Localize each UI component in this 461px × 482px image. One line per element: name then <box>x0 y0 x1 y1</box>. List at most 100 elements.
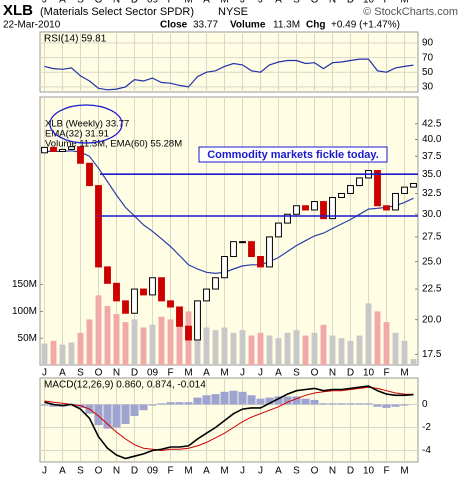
symbol: XLB <box>3 2 33 19</box>
candle <box>167 300 174 308</box>
candle <box>329 196 336 220</box>
histogram-bar <box>373 404 382 407</box>
volume-bar <box>284 332 291 365</box>
chg-value: +0.49 (+1.47%) <box>331 20 400 31</box>
volume-bar <box>203 327 210 365</box>
exchange: NYSE <box>218 6 248 18</box>
x-tick-label: A <box>203 368 210 379</box>
candle <box>104 266 111 284</box>
histogram-bar <box>238 391 247 405</box>
security-name: (Materials Select Sector SPDR) <box>40 6 194 18</box>
x-tick-label: F <box>383 368 389 379</box>
candle <box>392 192 399 211</box>
candle <box>239 241 246 244</box>
volume-bar <box>41 343 48 365</box>
volume-bar <box>122 322 129 365</box>
rsi-panel <box>39 31 419 93</box>
histogram-bar <box>256 398 265 405</box>
x-tick-label: 10 <box>363 368 375 379</box>
histogram-bar <box>382 404 391 408</box>
y-tick-label: 50M <box>18 333 37 344</box>
candle <box>275 222 282 238</box>
histogram-bar <box>121 404 130 425</box>
volume-bar <box>104 306 111 365</box>
x-tick-label: F <box>167 368 173 379</box>
candle <box>77 146 84 164</box>
volume-bar <box>95 295 102 365</box>
y-tick-label: 30 <box>422 82 434 93</box>
volume-bar <box>113 314 120 365</box>
volume-bar <box>86 319 93 365</box>
histogram-bar <box>265 397 274 405</box>
x-tick-label: S <box>77 466 84 477</box>
volume-bar <box>266 335 273 365</box>
histogram-bar <box>184 402 193 405</box>
candle <box>302 205 309 211</box>
histogram-bar <box>220 391 229 405</box>
x-tick-label: D <box>131 368 138 379</box>
legend-entry: EMA(32) 31.91 <box>45 129 109 140</box>
candle <box>86 162 93 187</box>
y-tick-label: 50 <box>422 67 434 78</box>
histogram-bar <box>112 404 121 428</box>
x-tick-label: M <box>400 0 408 6</box>
volume-bar <box>311 332 318 365</box>
candle <box>68 146 75 150</box>
histogram-bar <box>346 403 355 405</box>
x-tick-label: D <box>347 368 354 379</box>
volume-bar <box>176 314 183 365</box>
volume-bar <box>320 324 327 365</box>
ema-line <box>44 150 414 275</box>
candle <box>41 146 48 154</box>
x-tick-label: D <box>131 0 138 6</box>
volume-value: 11.3M <box>273 20 300 31</box>
x-tick-label: O <box>95 0 103 6</box>
volume-label: Volume <box>230 20 266 31</box>
candle <box>266 236 273 268</box>
volume-bar <box>374 311 381 365</box>
x-tick-label: D <box>347 466 354 477</box>
volume-bar <box>158 316 165 365</box>
x-tick-label: O <box>95 466 103 477</box>
candle <box>158 277 165 302</box>
x-tick-label: J <box>42 0 47 6</box>
y-tick-label: 150M <box>12 279 37 290</box>
candle <box>194 300 201 341</box>
x-tick-label: M <box>184 466 192 477</box>
x-tick-label: M <box>400 368 408 379</box>
histogram-bar <box>202 395 211 405</box>
x-tick-label: O <box>311 0 319 6</box>
source: © StockCharts.com <box>363 6 458 18</box>
x-tick-label: M <box>400 466 408 477</box>
x-tick-label: J <box>240 368 245 379</box>
histogram-bar <box>148 404 157 406</box>
volume-bar <box>68 342 75 365</box>
legend-entry: Volume 11.3M, EMA(60) 55.28M <box>45 139 182 150</box>
x-tick-label: 09 <box>147 0 159 6</box>
x-tick-label: D <box>131 466 138 477</box>
x-tick-label: J <box>240 466 245 477</box>
x-tick-label: 10 <box>363 466 375 477</box>
legend-entry: XLB (Weekly) 33.77 <box>45 119 129 130</box>
histogram-bar <box>139 404 148 411</box>
histogram-bar <box>328 403 337 405</box>
histogram-bar <box>130 404 139 416</box>
x-tick-label: S <box>293 368 300 379</box>
x-tick-label: S <box>77 0 84 6</box>
x-tick-label: A <box>275 368 282 379</box>
candle <box>50 146 57 152</box>
histogram-bar <box>211 394 220 405</box>
candle <box>212 277 219 290</box>
volume-bar <box>230 332 237 365</box>
volume-bar <box>149 324 156 365</box>
candle <box>95 185 102 268</box>
volume-bar <box>275 338 282 365</box>
y-tick-label: 70 <box>422 52 434 63</box>
y-tick-label: -4 <box>422 445 431 456</box>
volume-bar <box>383 322 390 365</box>
legend: MACD(12,26,9) 0.860, 0.874, -0.014 <box>44 380 206 391</box>
y-tick-label: 0 <box>422 399 428 410</box>
histogram-bar <box>193 397 202 405</box>
x-tick-label: J <box>42 466 47 477</box>
volume-bar <box>140 327 147 365</box>
